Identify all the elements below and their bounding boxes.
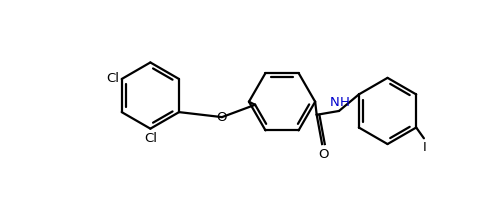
Text: O: O	[318, 148, 328, 161]
Text: O: O	[217, 111, 227, 124]
Text: Cl: Cl	[144, 132, 157, 145]
Text: N: N	[329, 96, 339, 109]
Text: Cl: Cl	[107, 72, 119, 85]
Text: H: H	[340, 96, 350, 109]
Text: I: I	[423, 141, 427, 154]
